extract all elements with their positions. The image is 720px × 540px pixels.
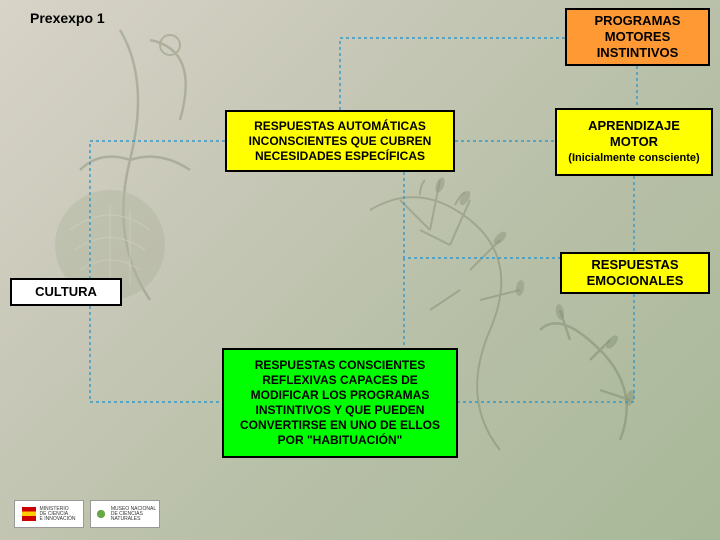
node-text: RESPUESTAS AUTOMÁTICAS INCONSCIENTES QUE… (233, 119, 447, 164)
node-respuestas_cons: RESPUESTAS CONSCIENTES REFLEXIVAS CAPACE… (222, 348, 458, 458)
page-title: Prexexpo 1 (30, 10, 105, 26)
node-respuestas_auto: RESPUESTAS AUTOMÁTICAS INCONSCIENTES QUE… (225, 110, 455, 172)
node-text: RESPUESTAS CONSCIENTES REFLEXIVAS CAPACE… (230, 358, 450, 448)
node-text: APRENDIZAJE MOTOR (563, 118, 705, 151)
footer-logos: MINISTERIODE CIENCIAE INNOVACIÓN MUSEO N… (14, 500, 160, 528)
node-respuestas_emo: RESPUESTAS EMOCIONALES (560, 252, 710, 294)
logo-museum: MUSEO NACIONALDE CIENCIASNATURALES (90, 500, 160, 528)
logo-ministry: MINISTERIODE CIENCIAE INNOVACIÓN (14, 500, 84, 528)
node-cultura: CULTURA (10, 278, 122, 306)
node-text: PROGRAMAS MOTORES INSTINTIVOS (573, 13, 702, 62)
node-text: CULTURA (35, 284, 97, 300)
node-programas: PROGRAMAS MOTORES INSTINTIVOS (565, 8, 710, 66)
node-text: RESPUESTAS EMOCIONALES (568, 257, 702, 290)
node-aprendizaje: APRENDIZAJE MOTOR(Inicialmente conscient… (555, 108, 713, 176)
node-subtext: (Inicialmente consciente) (568, 152, 699, 166)
